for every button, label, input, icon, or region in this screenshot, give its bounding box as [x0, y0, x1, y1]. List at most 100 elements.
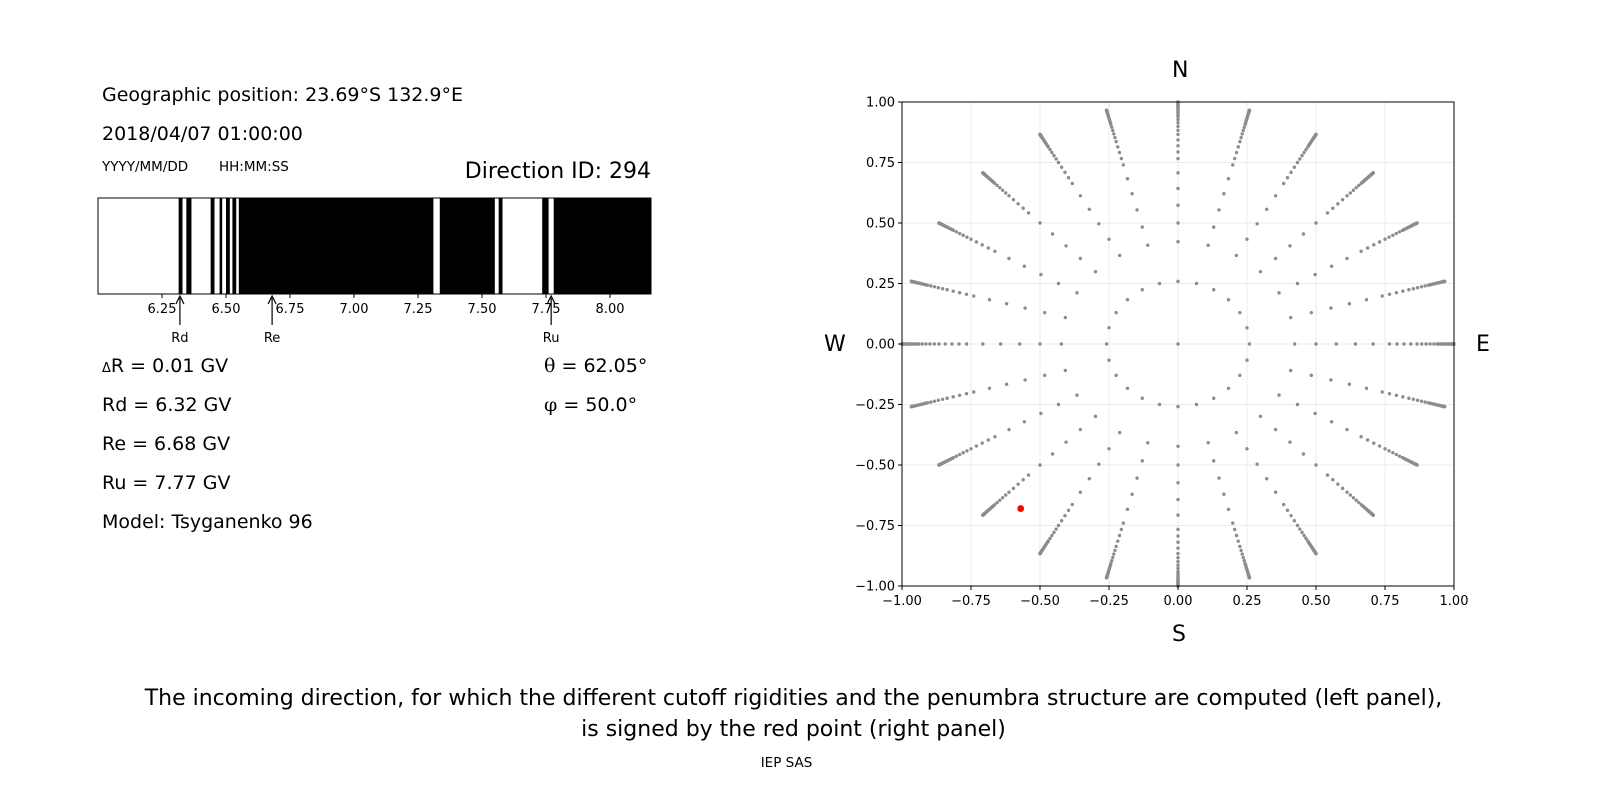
direction-point — [1351, 188, 1356, 192]
direction-point — [1329, 420, 1334, 424]
direction-point — [1394, 452, 1399, 457]
date-time: 2018/04/07 01:00:00 — [102, 123, 303, 145]
direction-point — [1075, 291, 1079, 295]
direction-point — [951, 395, 955, 399]
compass-north: N — [1172, 58, 1189, 83]
direction-point — [1226, 507, 1231, 511]
direction-point — [1107, 358, 1111, 362]
marker-arrowhead — [267, 294, 277, 305]
x-tick-label: 0.25 — [1233, 594, 1262, 609]
direction-point — [1125, 507, 1130, 511]
direction-point — [1234, 533, 1239, 538]
direction-point — [1238, 373, 1242, 378]
direction-point — [1119, 156, 1124, 161]
direction-point — [1114, 139, 1118, 144]
direction-point — [1359, 249, 1363, 254]
direction-point — [1245, 447, 1249, 451]
direction-point — [1402, 342, 1406, 346]
direction-point — [924, 342, 928, 346]
direction-point — [993, 434, 997, 439]
direction-point — [1176, 551, 1180, 556]
direction-point — [972, 390, 976, 394]
direction-point — [1401, 395, 1405, 399]
direction-point — [1113, 135, 1117, 140]
direction-point — [1059, 519, 1064, 523]
direction-point — [1340, 197, 1345, 202]
direction-point — [1345, 194, 1349, 198]
direction-point — [1050, 150, 1054, 155]
direction-point — [964, 342, 969, 346]
direction-point — [957, 290, 962, 295]
direction-point — [1292, 165, 1297, 169]
direction-point — [1232, 156, 1237, 161]
direction-point — [1277, 291, 1281, 295]
direction-point — [1226, 177, 1231, 181]
forbidden-band — [210, 198, 215, 294]
direction-point — [1407, 288, 1411, 292]
direction-point — [1383, 237, 1387, 241]
direction-point — [1112, 132, 1116, 136]
direction-point — [1176, 121, 1180, 125]
direction-point — [1038, 551, 1042, 556]
direction-point — [1255, 222, 1259, 226]
direction-point — [1023, 378, 1027, 382]
direction-point — [1377, 444, 1382, 448]
direction-point — [1056, 402, 1061, 407]
direction-point — [1121, 521, 1125, 525]
direction-point — [969, 447, 973, 451]
direction-point — [1176, 124, 1180, 129]
direction-point — [1070, 181, 1074, 186]
x-tick-label: 6.25 — [148, 302, 177, 317]
selected-direction-point — [1017, 505, 1025, 512]
direction-point — [1247, 576, 1252, 580]
direction-point — [951, 289, 955, 293]
delta-r-value: ΔR = 0.01 GV — [102, 355, 228, 377]
direction-point — [1003, 191, 1008, 195]
direction-point — [1176, 540, 1180, 544]
direction-point — [1419, 399, 1424, 403]
direction-point — [1021, 206, 1025, 210]
direction-point — [1111, 128, 1115, 133]
direction-point — [1232, 527, 1237, 532]
direction-point — [980, 243, 984, 247]
direction-point — [1016, 202, 1020, 206]
direction-point — [1212, 459, 1216, 463]
direction-point — [1238, 544, 1242, 549]
direction-point — [1288, 440, 1292, 444]
direction-point — [1387, 292, 1392, 297]
direction-point — [1007, 490, 1011, 494]
direction-point — [1125, 177, 1130, 181]
y-tick-label: −0.75 — [855, 519, 895, 534]
direction-point — [995, 183, 999, 188]
direction-point — [1087, 207, 1091, 211]
direction-point — [1121, 163, 1125, 167]
direction-point — [1345, 490, 1349, 494]
direction-point — [987, 298, 992, 302]
direction-point — [1423, 400, 1427, 404]
direction-point — [1354, 185, 1358, 190]
direction-point — [1194, 402, 1199, 407]
direction-point — [1063, 170, 1067, 175]
direction-point — [1022, 420, 1027, 424]
direction-point — [1415, 398, 1420, 402]
direction-point — [1377, 240, 1382, 244]
direction-point — [1078, 194, 1083, 198]
delta-symbol: Δ — [102, 361, 111, 376]
direction-point — [1052, 153, 1056, 158]
date-format-label: YYYY/MM/DD — [102, 159, 189, 175]
direction-point — [981, 342, 985, 346]
direction-point — [1273, 256, 1278, 261]
direction-point — [957, 452, 962, 457]
direction-point — [995, 500, 999, 505]
direction-point — [1114, 544, 1118, 549]
y-tick-label: 0.00 — [866, 338, 895, 353]
direction-point — [950, 342, 954, 346]
direction-point — [1176, 221, 1180, 225]
direction-point — [1236, 539, 1240, 543]
direction-point — [1050, 452, 1055, 456]
direction-point — [1054, 527, 1058, 531]
y-tick-label: −0.25 — [855, 398, 895, 413]
direction-point — [1176, 138, 1180, 142]
direction-point — [974, 444, 979, 448]
